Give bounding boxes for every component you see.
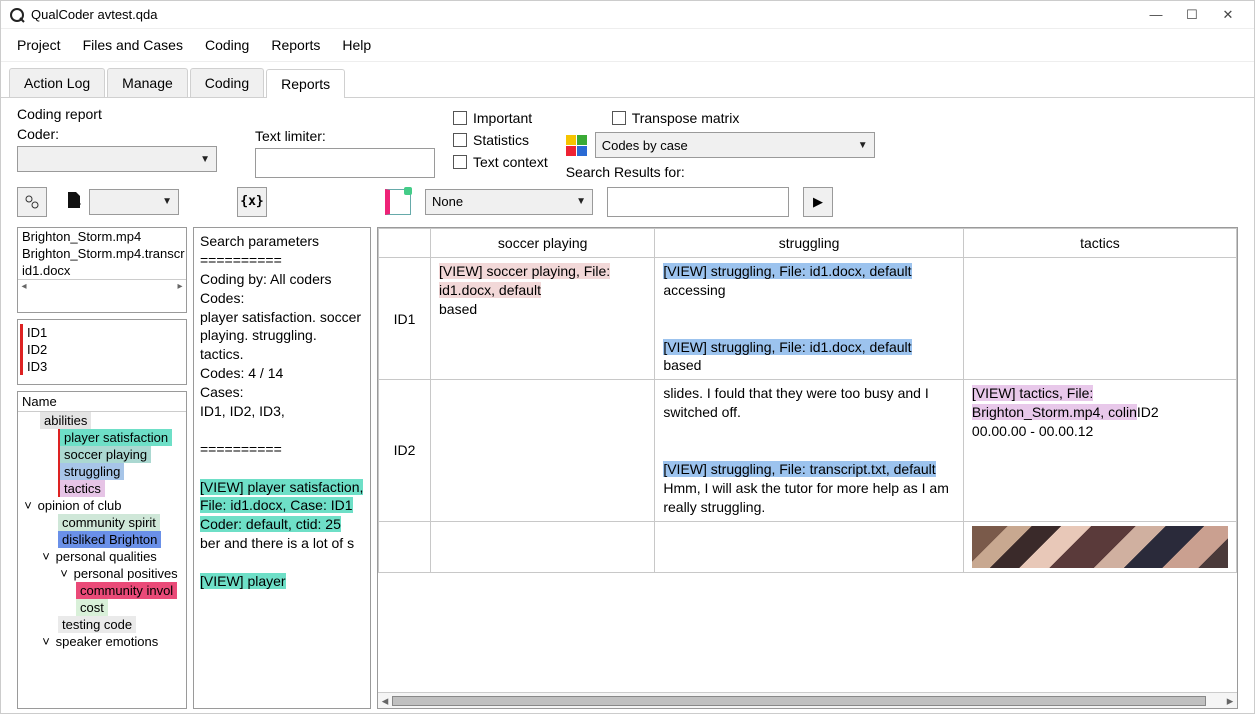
tab-coding[interactable]: Coding <box>190 68 264 97</box>
notebook-icon[interactable] <box>385 189 411 215</box>
coder-combo[interactable]: ▼ <box>17 146 217 172</box>
file-item[interactable]: Brighton_Storm.mp4.transcr <box>18 245 186 262</box>
thumbnail-image <box>972 526 1228 568</box>
matrix-cell[interactable] <box>431 521 655 572</box>
cases-list[interactable]: ID1ID2ID3 <box>17 319 187 385</box>
text-limiter-label: Text limiter: <box>255 128 435 144</box>
tree-node[interactable]: cost <box>18 599 186 616</box>
tab-reports[interactable]: Reports <box>266 69 345 98</box>
tree-node[interactable]: community invol <box>18 582 186 599</box>
tree-header: Name <box>18 392 186 412</box>
matrix-col-header: struggling <box>655 229 964 258</box>
case-item[interactable]: ID2 <box>20 341 184 358</box>
menu-reports[interactable]: Reports <box>261 33 330 57</box>
variable-button[interactable]: {x} <box>237 187 267 217</box>
matrix-combo[interactable]: Codes by case▼ <box>595 132 875 158</box>
menu-files-and-cases[interactable]: Files and Cases <box>73 33 193 57</box>
tree-node[interactable]: ˅ opinion of club <box>18 497 186 514</box>
search-input[interactable] <box>607 187 789 217</box>
controls-row: Coding report Coder: ▼ Text limiter: Imp… <box>17 106 1238 180</box>
matrix-icon <box>566 135 587 156</box>
tab-manage[interactable]: Manage <box>107 68 188 97</box>
window-title: QualCoder avtest.qda <box>31 7 1138 22</box>
matrix-row-header <box>379 521 431 572</box>
search-parameters-panel: Search parameters==========Coding by: Al… <box>193 227 371 709</box>
file-item[interactable]: id1.docx <box>18 262 186 279</box>
settings-button[interactable] <box>17 187 47 217</box>
titlebar: QualCoder avtest.qda — ☐ ✕ <box>1 1 1254 29</box>
matrix-col-header: tactics <box>963 229 1236 258</box>
transpose-checkbox[interactable]: Transpose matrix <box>612 110 740 126</box>
results-table[interactable]: soccer playingstrugglingtacticsID1[VIEW]… <box>378 228 1237 692</box>
files-list[interactable]: Brighton_Storm.mp4Brighton_Storm.mp4.tra… <box>17 227 187 313</box>
coding-report-label: Coding report <box>17 106 237 122</box>
matrix-cell[interactable] <box>963 258 1236 380</box>
tree-node[interactable]: soccer playing <box>18 446 186 463</box>
app-icon <box>9 7 25 23</box>
tree-node[interactable]: community spirit <box>18 514 186 531</box>
tree-node[interactable]: disliked Brighton <box>18 531 186 548</box>
case-item[interactable]: ID1 <box>20 324 184 341</box>
filter-combo[interactable]: None▼ <box>425 189 593 215</box>
matrix-cell[interactable]: [VIEW] soccer playing, File: id1.docx, d… <box>431 258 655 380</box>
tree-node[interactable]: ˅ speaker emotions <box>18 633 186 650</box>
tabbar: Action LogManageCodingReports <box>1 68 1254 98</box>
important-checkbox[interactable]: Important <box>453 110 548 126</box>
file-item[interactable]: Brighton_Storm.mp4 <box>18 228 186 245</box>
maximize-button[interactable]: ☐ <box>1174 5 1210 25</box>
search-results-label: Search Results for: <box>566 164 1238 180</box>
matrix-cell[interactable] <box>655 521 964 572</box>
tree-node[interactable]: player satisfaction <box>18 429 186 446</box>
matrix-row-header: ID1 <box>379 258 431 380</box>
results-panel: soccer playingstrugglingtacticsID1[VIEW]… <box>377 227 1238 709</box>
matrix-cell[interactable]: [VIEW] struggling, File: id1.docx, defau… <box>655 258 964 380</box>
menu-project[interactable]: Project <box>7 33 71 57</box>
tree-node[interactable]: ˅ personal qualities <box>18 548 186 565</box>
export-combo[interactable]: ▼ <box>89 189 179 215</box>
matrix-cell[interactable]: [VIEW] tactics, File: Brighton_Storm.mp4… <box>963 380 1236 521</box>
case-item[interactable]: ID3 <box>20 358 184 375</box>
minimize-button[interactable]: — <box>1138 5 1174 24</box>
horizontal-scrollbar[interactable]: ◂ ▸ <box>378 692 1237 708</box>
tree-node[interactable]: tactics <box>18 480 186 497</box>
text-limiter-input[interactable] <box>255 148 435 178</box>
menu-help[interactable]: Help <box>332 33 381 57</box>
menu-coding[interactable]: Coding <box>195 33 259 57</box>
statistics-checkbox[interactable]: Statistics <box>453 132 548 148</box>
codes-tree[interactable]: Name abilitiesplayer satisfactionsoccer … <box>17 391 187 709</box>
tree-node[interactable]: ˅ personal positives <box>18 565 186 582</box>
matrix-cell[interactable]: slides. I fould that they were too busy … <box>655 380 964 521</box>
tab-action-log[interactable]: Action Log <box>9 68 105 97</box>
toolbar-row: ▼ {x} None▼ ▶ <box>17 186 1238 217</box>
menubar: ProjectFiles and CasesCodingReportsHelp <box>1 29 1254 62</box>
export-icon[interactable] <box>61 186 89 217</box>
tree-node[interactable]: struggling <box>18 463 186 480</box>
coder-label: Coder: <box>17 126 237 142</box>
tree-node[interactable]: abilities <box>18 412 186 429</box>
text-context-checkbox[interactable]: Text context <box>453 154 548 170</box>
matrix-col-header: soccer playing <box>431 229 655 258</box>
tree-node[interactable]: testing code <box>18 616 186 633</box>
close-button[interactable]: ✕ <box>1210 5 1246 25</box>
matrix-cell[interactable] <box>963 521 1236 572</box>
matrix-row-header: ID2 <box>379 380 431 521</box>
matrix-cell[interactable] <box>431 380 655 521</box>
search-run-button[interactable]: ▶ <box>803 187 833 217</box>
